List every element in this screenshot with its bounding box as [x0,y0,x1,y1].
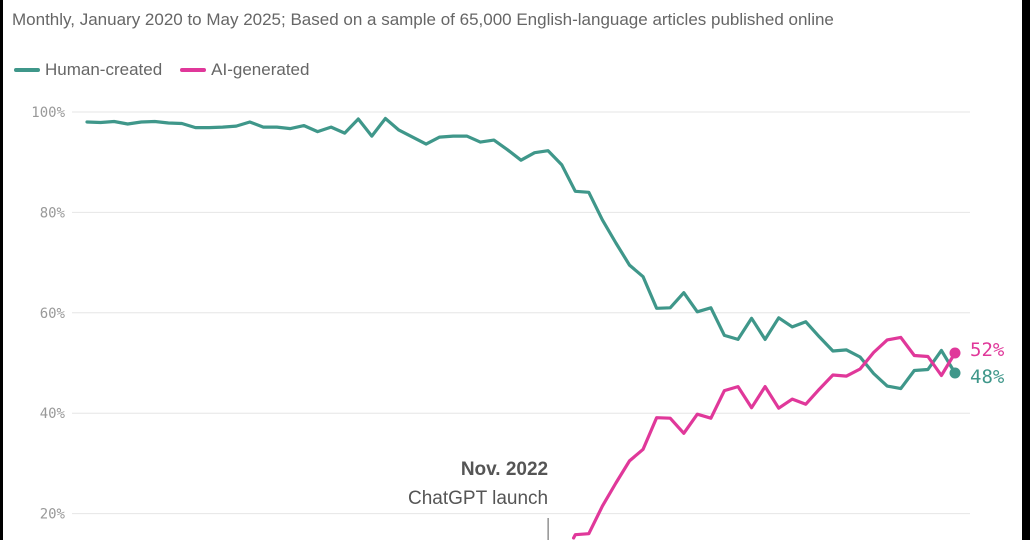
annotation-date: Nov. 2022 [461,459,548,480]
y-tick-label: 80% [40,205,66,221]
series-line-ai [571,335,957,540]
legend: Human-created AI-generated [14,60,309,80]
legend-label-ai: AI-generated [211,60,310,79]
legend-swatch-ai [180,68,207,72]
legend-item-human: Human-created [14,60,162,80]
chart-subtitle: Monthly, January 2020 to May 2025; Based… [12,10,834,29]
chart-canvas: Monthly, January 2020 to May 2025; Based… [3,0,1022,540]
end-point-ai [949,347,961,359]
end-point-human [949,367,961,379]
y-tick-label: 40% [40,406,66,422]
end-label-human: 48% [970,366,1005,388]
annotation-label: ChatGPT launch [408,488,548,509]
y-tick-label: 20% [40,507,66,523]
legend-label-human: Human-created [45,60,163,79]
y-tick-label: 100% [31,105,65,121]
legend-swatch-human [14,68,40,72]
y-tick-label: 60% [40,306,66,322]
series-line-human [85,116,957,391]
legend-item-ai: AI-generated [180,60,309,80]
end-label-ai: 52% [970,339,1005,361]
